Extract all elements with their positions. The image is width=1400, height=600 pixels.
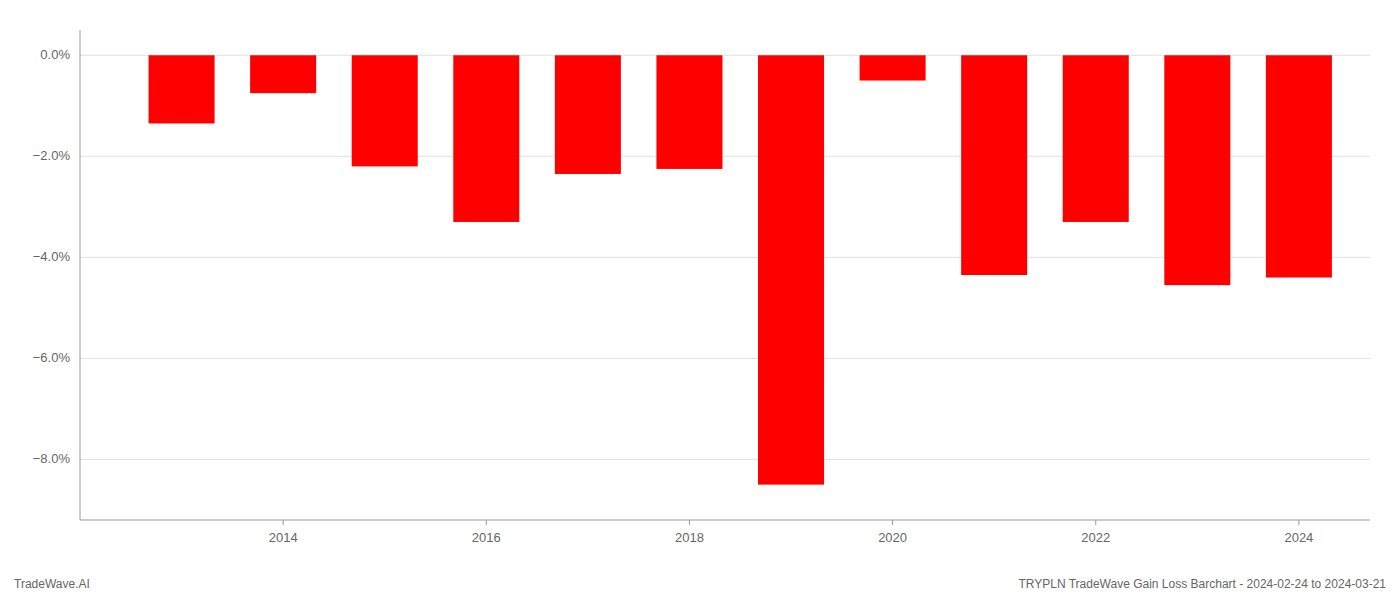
x-tick xyxy=(1298,520,1299,525)
bar xyxy=(250,55,316,93)
x-tick xyxy=(486,520,487,525)
x-tick-label: 2020 xyxy=(878,530,907,545)
x-tick-label: 2016 xyxy=(472,530,501,545)
bar xyxy=(555,55,621,174)
y-tick-label: −6.0% xyxy=(33,350,71,365)
bar xyxy=(352,55,418,166)
y-tick-label: −2.0% xyxy=(33,148,71,163)
bar xyxy=(453,55,519,222)
grid-line xyxy=(80,358,1370,359)
x-tick xyxy=(689,520,690,525)
chart: 0.0% −2.0% −4.0% −6.0% −8.0% 2014 2016 2018 2020… xyxy=(0,0,1400,600)
y-axis-line xyxy=(80,30,81,520)
bar xyxy=(860,55,926,80)
x-tick xyxy=(1095,520,1096,525)
bar xyxy=(961,55,1027,275)
bar xyxy=(1063,55,1129,222)
y-tick-label: −4.0% xyxy=(33,249,71,264)
x-tick-label: 2024 xyxy=(1284,530,1313,545)
bar xyxy=(656,55,722,169)
grid-line xyxy=(80,459,1370,460)
bar xyxy=(1164,55,1230,285)
grid xyxy=(80,55,1370,459)
x-tick-label: 2022 xyxy=(1081,530,1110,545)
x-tick xyxy=(892,520,893,525)
bar xyxy=(1266,55,1332,277)
footer-right: TRYPLN TradeWave Gain Loss Barchart - 20… xyxy=(1018,577,1386,591)
x-tick-label: 2018 xyxy=(675,530,704,545)
x-tick-label: 2014 xyxy=(269,530,298,545)
bars xyxy=(149,55,1332,484)
y-tick-label: 0.0% xyxy=(40,47,70,62)
footer-left: TradeWave.AI xyxy=(14,577,90,591)
bar xyxy=(758,55,824,484)
bar xyxy=(149,55,215,123)
x-axis-line xyxy=(80,520,1370,521)
y-tick-label: −8.0% xyxy=(33,451,71,466)
x-tick xyxy=(283,520,284,525)
